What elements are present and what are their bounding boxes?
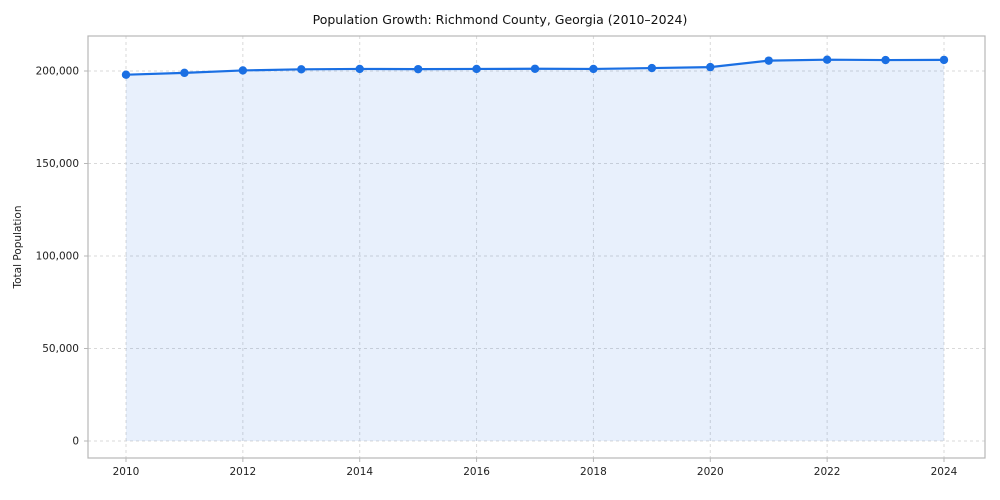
data-point-2012	[238, 66, 248, 75]
data-point-2015	[413, 64, 423, 74]
data-point-2021	[764, 56, 773, 65]
y-tick-label: 200,000	[36, 66, 79, 78]
y-tick-label: 0	[72, 436, 79, 448]
axis-ticks	[84, 70, 945, 462]
x-tick-label: 2024	[931, 466, 958, 478]
chart-title: Population Growth: Richmond County, Geor…	[312, 12, 688, 27]
axis-tick-labels: 2010 2012 2014 2016 2018 2020 2022 2024 0 50,000 1…	[36, 66, 958, 479]
data-point-2023	[881, 55, 890, 65]
x-tick-label: 2010	[113, 466, 140, 478]
x-tick-label: 2020	[697, 466, 724, 478]
x-tick-label: 2014	[346, 466, 373, 478]
y-axis-label: Total Population	[12, 205, 24, 289]
x-tick-label: 2012	[229, 466, 256, 478]
data-point-2020	[706, 62, 715, 72]
x-tick-label: 2016	[463, 466, 490, 478]
y-tick-label: 150,000	[36, 158, 79, 170]
plot-area	[88, 36, 985, 458]
y-tick-label: 50,000	[42, 343, 79, 355]
data-point-2019	[647, 63, 657, 73]
data-point-2022	[822, 55, 832, 64]
data-point-2014	[355, 64, 364, 74]
data-point-markers	[121, 55, 949, 79]
data-point-2018	[589, 64, 598, 74]
grid-lines	[88, 36, 985, 458]
plot-border	[87, 35, 986, 459]
data-point-2024	[939, 55, 949, 65]
data-point-2017	[530, 64, 540, 73]
x-tick-label: 2022	[814, 466, 841, 478]
data-point-2011	[180, 68, 189, 78]
y-tick-label: 100,000	[36, 251, 79, 263]
data-point-2013	[297, 65, 306, 74]
x-tick-label: 2018	[580, 466, 607, 478]
data-point-2010	[121, 70, 131, 79]
area-fill	[126, 59, 944, 442]
data-point-2016	[472, 64, 481, 74]
